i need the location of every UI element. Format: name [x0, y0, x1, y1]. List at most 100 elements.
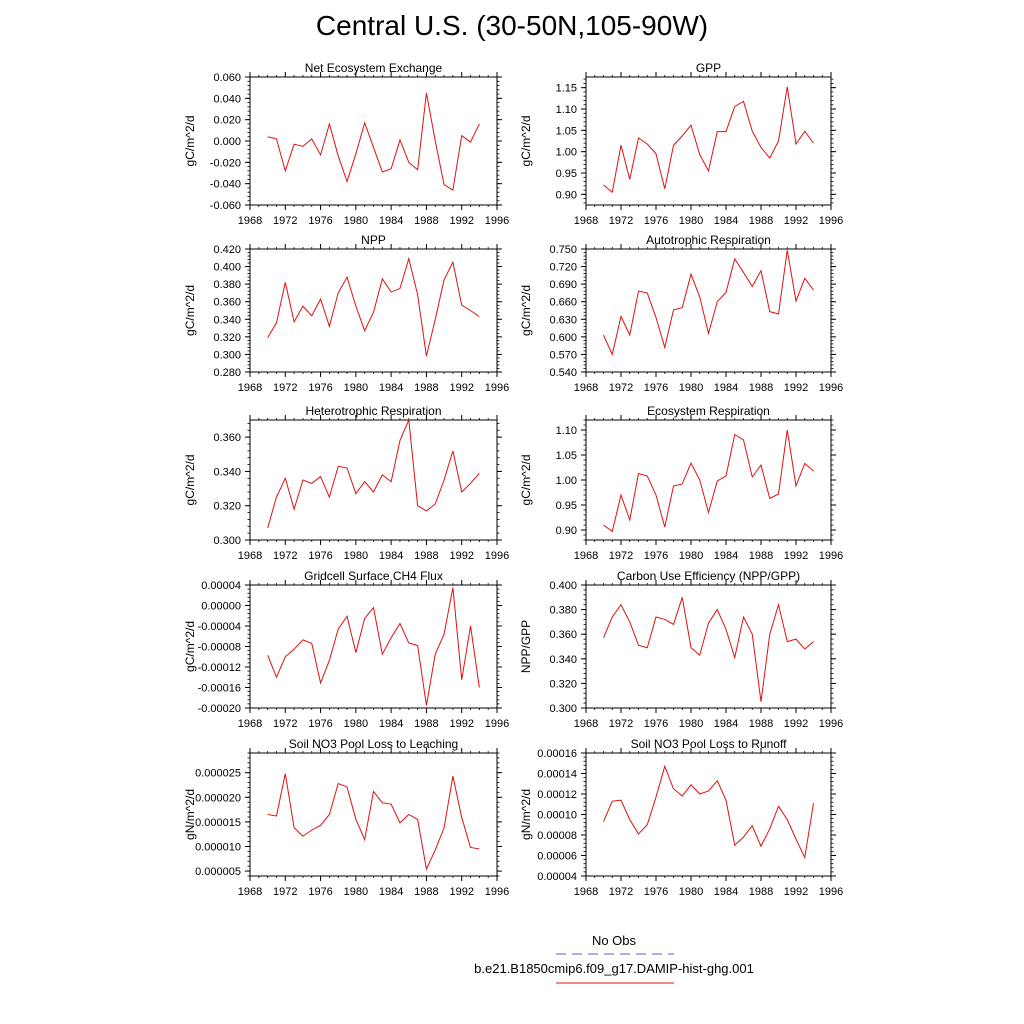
chart-4-ytick-label: 0.320 [213, 501, 241, 513]
chart-0-ytick-label: 0.040 [213, 93, 241, 105]
chart-7-xtick-label: 1992 [784, 718, 808, 730]
chart-3-xtick-label: 1972 [609, 382, 633, 394]
chart-1-xtick-label: 1968 [574, 215, 598, 227]
chart-7-xtick-label: 1988 [749, 718, 773, 730]
chart-2-xtick-label: 1992 [449, 382, 473, 394]
chart-0-ylabel: gC/m^2/d [183, 116, 197, 167]
chart-9-xtick-label: 1996 [819, 886, 843, 898]
chart-3-ytick-label: 0.540 [549, 367, 577, 379]
chart-2-xtick-label: 1972 [273, 382, 297, 394]
chart-6-series-line [267, 587, 480, 706]
chart-0-xtick-label: 1996 [485, 215, 509, 227]
chart-5-ytick-label: 1.00 [556, 475, 577, 487]
chart-0-xtick-label: 1984 [379, 215, 403, 227]
chart-6-xtick-label: 1988 [414, 718, 438, 730]
chart-9-ytick-label: 0.00004 [537, 871, 577, 883]
chart-1-ytick-label: 1.05 [556, 125, 577, 137]
chart-0-xtick-label: 1992 [449, 215, 473, 227]
chart-1-xtick-label: 1996 [819, 215, 843, 227]
chart-8-xtick-label: 1992 [449, 886, 473, 898]
chart-4: Heterotrophic Respiration gC/m^2/d 1968 197… [183, 404, 509, 562]
chart-5-xtick-label: 1992 [784, 550, 808, 562]
chart-9: Soil NO3 Pool Loss to Runoff gN/m^2/d 1968… [519, 737, 843, 898]
chart-7-ytick-label: 0.380 [549, 605, 577, 617]
chart-1-series-line [603, 86, 814, 194]
chart-2-xtick-label: 1980 [344, 382, 368, 394]
chart-3-title: Autotrophic Respiration [646, 233, 771, 247]
chart-5-xtick-label: 1976 [644, 550, 668, 562]
chart-8-xtick-label: 1972 [273, 886, 297, 898]
chart-5-xtick-label: 1980 [679, 550, 703, 562]
chart-0: Net Ecosystem Exchange gC/m^2/d 1968 1972 19… [183, 61, 509, 227]
chart-7-xtick-label: 1980 [679, 718, 703, 730]
chart-4-xtick-label: 1972 [273, 550, 297, 562]
chart-8-ylabel: gN/m^2/d [183, 789, 197, 840]
chart-9-xtick-label: 1972 [609, 886, 633, 898]
chart-6-xtick-label: 1968 [238, 718, 262, 730]
chart-8-ytick-label: 0.000020 [195, 792, 241, 804]
chart-4-xtick-label: 1968 [238, 550, 262, 562]
chart-3-xtick-label: 1988 [749, 382, 773, 394]
chart-1: GPP gC/m^2/d 1968 1972 1976 1980 1984 1988 1992 1… [519, 61, 843, 227]
chart-8-ytick-label: 0.000025 [195, 768, 241, 780]
chart-8-series-line [267, 773, 480, 871]
chart-2: NPP gC/m^2/d 1968 1972 1976 1980 1984 1988 1992 1… [183, 233, 509, 394]
chart-8-xtick-label: 1976 [308, 886, 332, 898]
chart-7-ytick-label: 0.400 [549, 580, 577, 592]
chart-3-ytick-label: 0.660 [549, 297, 577, 309]
chart-7-xtick-label: 1968 [574, 718, 598, 730]
chart-7-ylabel: NPP/GPP [519, 620, 533, 673]
chart-1-ytick-label: 0.90 [556, 189, 577, 201]
chart-3-xtick-label: 1980 [679, 382, 703, 394]
chart-9-ytick-label: 0.00006 [537, 851, 577, 863]
chart-5-xtick-label: 1968 [574, 550, 598, 562]
chart-9-ylabel: gN/m^2/d [519, 789, 533, 840]
chart-4-frame [249, 419, 498, 541]
chart-7-xtick-label: 1976 [644, 718, 668, 730]
chart-3-series-line [603, 250, 814, 356]
chart-2-ytick-label: 0.360 [213, 297, 241, 309]
chart-5-ylabel: gC/m^2/d [519, 455, 533, 506]
chart-5-title: Ecosystem Respiration [647, 404, 770, 418]
chart-1-ylabel: gC/m^2/d [519, 116, 533, 167]
chart-6-title: Gridcell Surface CH4 Flux [304, 569, 443, 583]
chart-1-xtick-label: 1992 [784, 215, 808, 227]
chart-8-ytick-label: 0.000015 [195, 817, 241, 829]
chart-8-xtick-label: 1980 [344, 886, 368, 898]
chart-2-title: NPP [361, 233, 386, 247]
chart-6-xtick-label: 1972 [273, 718, 297, 730]
chart-0-ytick-label: 0.060 [213, 72, 241, 84]
chart-8-title: Soil NO3 Pool Loss to Leaching [289, 737, 458, 751]
chart-6-ytick-label: 0.00004 [201, 580, 241, 592]
chart-3-xtick-label: 1976 [644, 382, 668, 394]
chart-0-frame [249, 76, 498, 206]
chart-3-ytick-label: 0.750 [549, 244, 577, 256]
chart-6: Gridcell Surface CH4 Flux gC/m^2/d 1968 197… [183, 569, 509, 730]
chart-0-xtick-label: 1988 [414, 215, 438, 227]
chart-0-xtick-label: 1968 [238, 215, 262, 227]
chart-3-xtick-label: 1984 [714, 382, 738, 394]
chart-7-xtick-label: 1984 [714, 718, 738, 730]
chart-5-frame [585, 419, 832, 541]
chart-4-title: Heterotrophic Respiration [305, 404, 441, 418]
chart-7-title: Carbon Use Efficiency (NPP/GPP) [617, 569, 800, 583]
chart-2-xtick-label: 1988 [414, 382, 438, 394]
chart-3-ytick-label: 0.720 [549, 262, 577, 274]
chart-7-xtick-label: 1972 [609, 718, 633, 730]
chart-5-series-line [603, 429, 814, 533]
chart-5-ytick-label: 1.10 [556, 425, 577, 437]
chart-5-ytick-label: 0.90 [556, 525, 577, 537]
chart-5-ytick-label: 1.05 [556, 450, 577, 462]
chart-1-ytick-label: 1.00 [556, 147, 577, 159]
chart-5-ytick-label: 0.95 [556, 500, 577, 512]
chart-5-xtick-label: 1996 [819, 550, 843, 562]
chart-8-xtick-label: 1996 [485, 886, 509, 898]
chart-0-ytick-label: -0.060 [210, 200, 241, 212]
chart-7-ytick-label: 0.320 [549, 678, 577, 690]
chart-1-xtick-label: 1984 [714, 215, 738, 227]
chart-1-xtick-label: 1972 [609, 215, 633, 227]
chart-4-ytick-label: 0.300 [213, 535, 241, 547]
chart-1-xtick-label: 1988 [749, 215, 773, 227]
chart-6-ytick-label: -0.00020 [198, 703, 241, 715]
chart-2-ytick-label: 0.380 [213, 279, 241, 291]
